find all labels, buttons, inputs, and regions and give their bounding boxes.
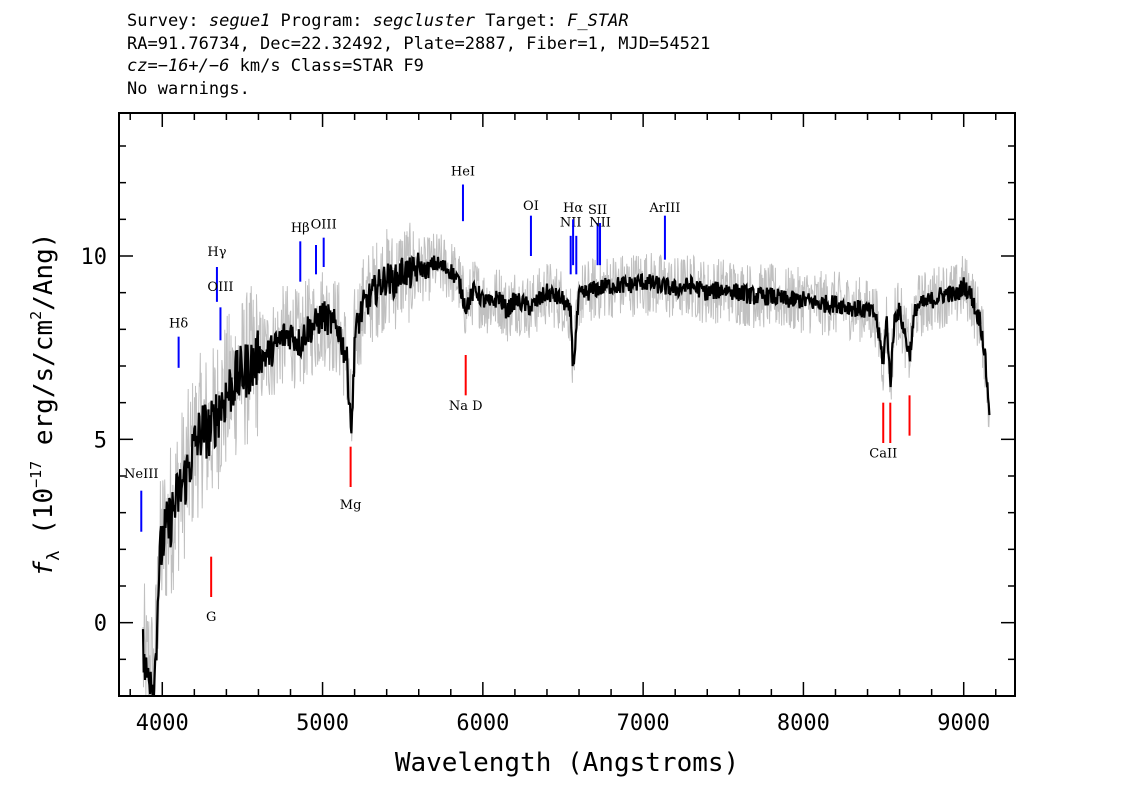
y-tick-label: 10 xyxy=(81,245,108,270)
survey-value: segue1 xyxy=(208,11,271,31)
spectrum-header: Survey: segue1 Program: segcluster Targe… xyxy=(127,10,710,100)
x-tick-label: 6000 xyxy=(456,711,509,736)
y-tick-label: 0 xyxy=(94,612,107,637)
raw-flux-series xyxy=(142,222,990,697)
emission-line-label: NeIII xyxy=(124,467,158,482)
absorption-line-label: CaII xyxy=(869,447,897,462)
header-line-coordinates: RA=91.76734, Dec=22.32492, Plate=2887, F… xyxy=(127,33,711,54)
raw-flux-line xyxy=(142,222,990,697)
emission-line-label: NII xyxy=(560,216,582,231)
absorption-line-label: Mg xyxy=(340,498,362,513)
emission-line-label: OI xyxy=(523,199,539,214)
emission-line-label: OIII xyxy=(207,280,233,295)
y-tick-label: 5 xyxy=(94,428,107,453)
emission-line-label: Hδ xyxy=(169,317,188,332)
x-tick-label: 8000 xyxy=(777,711,830,736)
x-tick-label: 4000 xyxy=(136,711,189,736)
cz-value: −16+/−6 xyxy=(157,56,230,76)
emission-line-label: SII xyxy=(588,203,607,218)
smoothed-flux-line xyxy=(141,252,991,697)
smoothed-flux-series xyxy=(141,252,991,697)
target-value: F_STAR xyxy=(567,11,629,31)
y-axis-label: fλ (10−17 erg/s/cm2/Ang) xyxy=(27,233,64,577)
emission-line-label: HeI xyxy=(451,164,475,179)
x-axis-label: Wavelength (Angstroms) xyxy=(395,748,739,778)
absorption-line-label: G xyxy=(206,610,216,625)
program-value: segcluster xyxy=(372,11,476,31)
emission-line-label: Hα xyxy=(563,201,583,216)
header-line-survey: Survey: segue1 Program: segcluster Targe… xyxy=(127,11,629,31)
absorption-line-label: Na D xyxy=(449,399,483,414)
x-tick-label: 5000 xyxy=(296,711,349,736)
plot-frame xyxy=(118,112,1016,697)
axis-ticks: 4000 5000 6000 7000 8000 9000 0 5 10 xyxy=(81,113,1015,736)
emission-line-label: Hγ xyxy=(207,245,226,260)
header-line-warnings: No warnings. xyxy=(127,78,250,99)
emission-line-label: OIII xyxy=(311,218,337,233)
emission-line-label: ArIII xyxy=(648,201,680,216)
header-line-redshift: cz=−16+/−6 km/s Class=STAR F9 xyxy=(127,56,424,76)
x-tick-label: 7000 xyxy=(617,711,670,736)
emission-line-label: NII xyxy=(589,216,611,231)
x-tick-label: 9000 xyxy=(937,711,990,736)
emission-line-label: Hβ xyxy=(291,221,310,236)
